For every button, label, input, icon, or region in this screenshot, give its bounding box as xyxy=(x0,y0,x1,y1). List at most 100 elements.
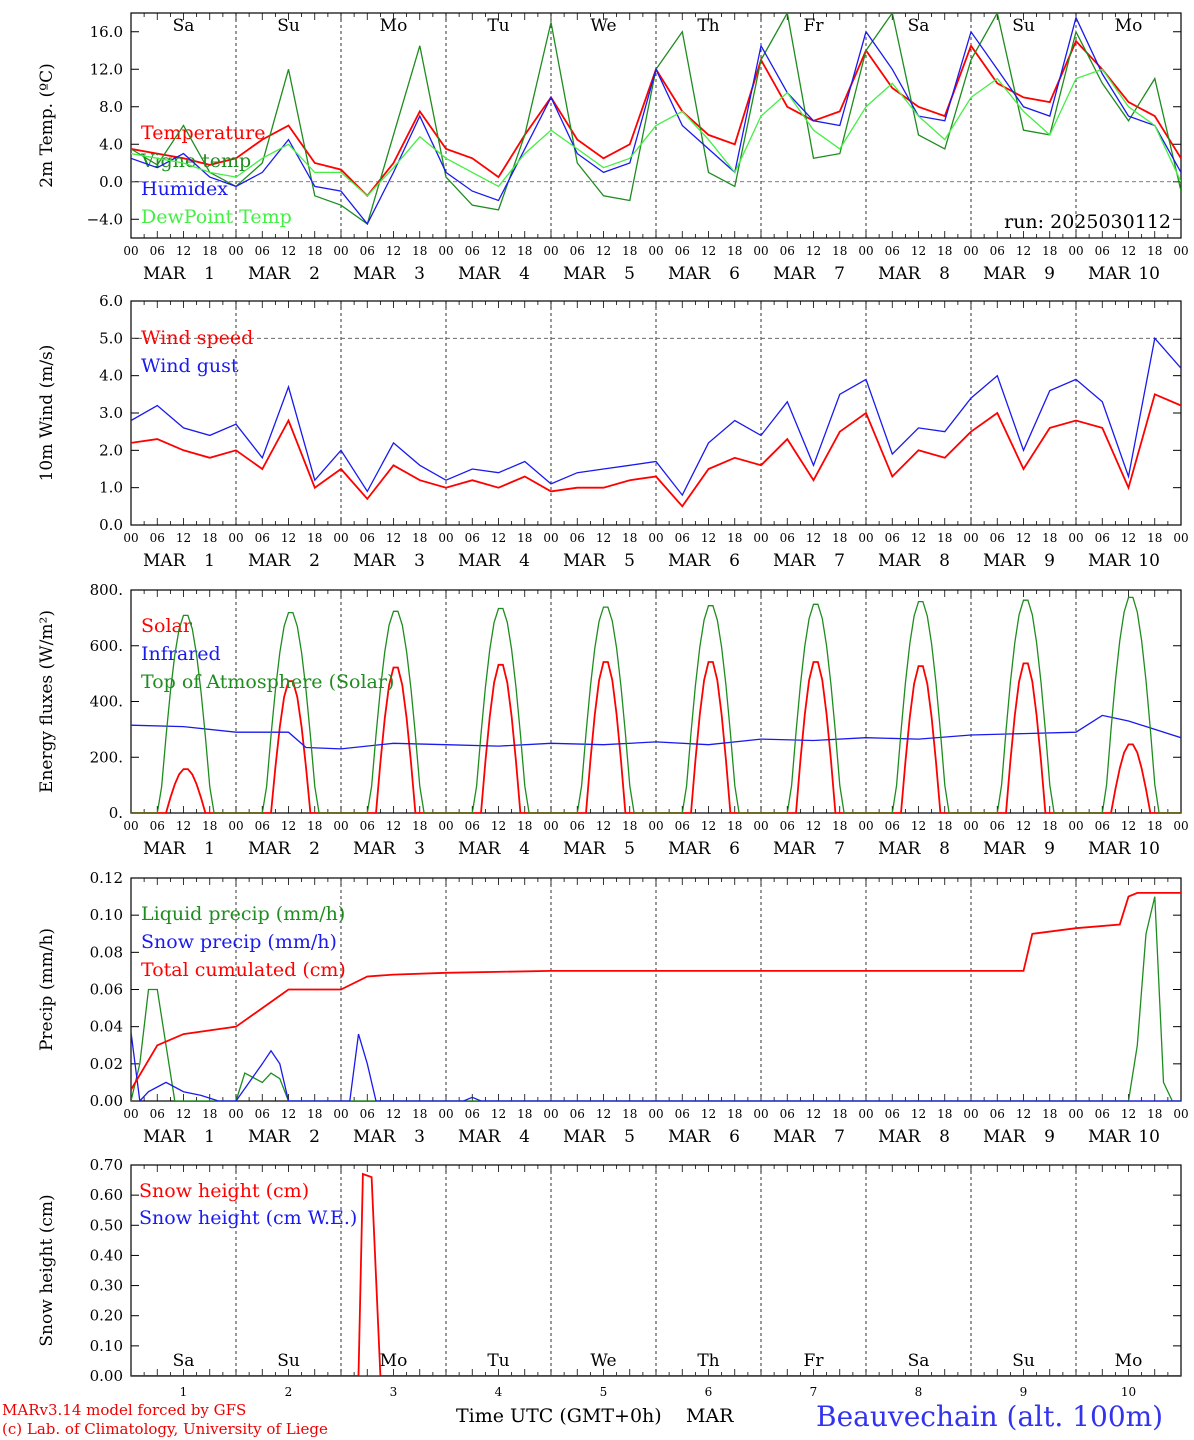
day-number-label: 4 xyxy=(519,264,530,284)
day-number-label: 7 xyxy=(834,1127,845,1147)
weekday-label: We xyxy=(590,16,616,36)
day-number-label: 6 xyxy=(729,551,740,571)
hour-tick-label: 18 xyxy=(412,819,427,833)
hour-tick-label: 06 xyxy=(885,1107,900,1121)
day-number-label: 10 xyxy=(1138,839,1160,859)
hour-tick-label: 18 xyxy=(202,244,217,258)
hour-tick-label: 06 xyxy=(150,1107,165,1121)
hour-tick-label: 06 xyxy=(465,531,480,545)
month-label: MAR xyxy=(248,1127,292,1147)
hour-tick-label: 00 xyxy=(753,819,768,833)
month-label: MAR xyxy=(773,1127,817,1147)
month-label: MAR xyxy=(1088,264,1132,284)
y-tick-label: 0.70 xyxy=(90,1156,123,1174)
hour-tick-label: 12 xyxy=(806,531,821,545)
panel-temp: −4.0 0.0 4.0 8.0 12.0 16.0 2m Temp. (ºC) Sa Su Mo… xyxy=(37,12,1189,284)
hour-tick-label: 12 xyxy=(1121,819,1136,833)
hour-tick-label: 00 xyxy=(1173,531,1188,545)
hour-tick-label: 18 xyxy=(517,531,532,545)
hour-tick-label: 00 xyxy=(123,244,138,258)
month-label: MAR xyxy=(563,1127,607,1147)
y-tick-label: 0.0 xyxy=(99,516,123,534)
hour-tick-label: 00 xyxy=(1068,819,1083,833)
y-tick-label: 200. xyxy=(90,748,123,766)
day-number-label: 1 xyxy=(204,551,215,571)
y-tick-label: 0.04 xyxy=(90,1018,123,1036)
hour-tick-label: 06 xyxy=(360,244,375,258)
hour-tick-label: 12 xyxy=(176,531,191,545)
hour-tick-label: 18 xyxy=(937,244,952,258)
hour-tick-label: 06 xyxy=(780,244,795,258)
hour-tick-label: 12 xyxy=(806,819,821,833)
hour-tick-label: 12 xyxy=(491,531,506,545)
hour-tick-label: 12 xyxy=(806,244,821,258)
hour-tick-label: 12 xyxy=(176,819,191,833)
day-number-label: 9 xyxy=(1044,1127,1055,1147)
hour-tick-label: 00 xyxy=(438,1107,453,1121)
hour-tick-label: 06 xyxy=(885,244,900,258)
day-number-label: 5 xyxy=(600,1385,608,1399)
y-tick-label: 3.0 xyxy=(99,404,123,422)
hour-tick-label: 06 xyxy=(885,819,900,833)
hour-tick-label: 00 xyxy=(648,1107,663,1121)
legend-entry: Liquid precip (mm/h) xyxy=(141,903,345,925)
hour-tick-label: 18 xyxy=(517,244,532,258)
panel-snow: 0.00 0.10 0.20 0.30 0.40 0.50 0.60 0.70 Snow hei… xyxy=(37,1156,1182,1399)
panel-flux: 0. 200. 400. 600. 800. Energy fluxes (W/m²) 00… xyxy=(37,581,1189,859)
weekday-label: Tu xyxy=(487,1351,509,1371)
hour-tick-label: 00 xyxy=(228,531,243,545)
y-tick-label: 6.0 xyxy=(99,292,123,310)
y-tick-label: 12.0 xyxy=(90,60,123,78)
hour-tick-label: 00 xyxy=(123,819,138,833)
series-line-wind-gust xyxy=(131,336,1181,497)
hour-tick-label: 00 xyxy=(333,531,348,545)
month-label: MAR xyxy=(143,1127,187,1147)
day-number-label: 8 xyxy=(915,1385,923,1399)
hour-tick-label: 18 xyxy=(412,531,427,545)
month-label: MAR xyxy=(563,839,607,859)
y-tick-label: 0.00 xyxy=(90,1092,123,1110)
hour-tick-label: 06 xyxy=(360,1107,375,1121)
y-tick-label: 0.10 xyxy=(90,1337,123,1355)
weekday-label: We xyxy=(590,1351,616,1371)
y-tick-label: 0.12 xyxy=(90,869,123,887)
hour-tick-label: 12 xyxy=(1016,244,1031,258)
hour-tick-label: 00 xyxy=(753,1107,768,1121)
month-label: MAR xyxy=(1088,551,1132,571)
hour-tick-label: 00 xyxy=(123,531,138,545)
day-number-label: 2 xyxy=(285,1385,293,1399)
hour-tick-label: 00 xyxy=(1173,819,1188,833)
hour-tick-label: 00 xyxy=(648,244,663,258)
weekday-label: Sa xyxy=(908,16,930,36)
hour-tick-label: 06 xyxy=(255,531,270,545)
hour-tick-label: 06 xyxy=(990,244,1005,258)
legend-entry: Temperature xyxy=(141,122,265,144)
hour-tick-label: 06 xyxy=(780,531,795,545)
hour-tick-label: 12 xyxy=(491,819,506,833)
footer-model: MARv3.14 model forced by GFS xyxy=(2,1401,247,1419)
hour-tick-label: 00 xyxy=(753,244,768,258)
month-label: MAR xyxy=(773,551,817,571)
legend-entry: Top of Atmosphere (Solar) xyxy=(141,671,394,693)
y-tick-label: 0.08 xyxy=(90,943,123,961)
hour-tick-label: 06 xyxy=(990,819,1005,833)
y-tick-label: 0.02 xyxy=(90,1055,123,1073)
y-axis-label: 10m Wind (m/s) xyxy=(37,345,57,482)
month-label: MAR xyxy=(248,839,292,859)
hour-tick-label: 12 xyxy=(281,819,296,833)
hour-tick-label: 12 xyxy=(806,1107,821,1121)
hour-tick-label: 06 xyxy=(885,531,900,545)
hour-tick-label: 06 xyxy=(780,1107,795,1121)
y-axis-label: Snow height (cm) xyxy=(37,1194,57,1346)
weekday-label: Mo xyxy=(1115,16,1143,36)
legend-entry: Snow height (cm W.E.) xyxy=(139,1207,357,1229)
day-number-label: 1 xyxy=(204,264,215,284)
hour-tick-label: 18 xyxy=(727,531,742,545)
month-label: MAR xyxy=(878,264,922,284)
hour-tick-label: 18 xyxy=(937,531,952,545)
weekday-label: Sa xyxy=(173,1351,195,1371)
month-label: MAR xyxy=(983,264,1027,284)
hour-tick-label: 00 xyxy=(543,244,558,258)
month-label: MAR xyxy=(773,264,817,284)
hour-tick-label: 18 xyxy=(1147,244,1162,258)
